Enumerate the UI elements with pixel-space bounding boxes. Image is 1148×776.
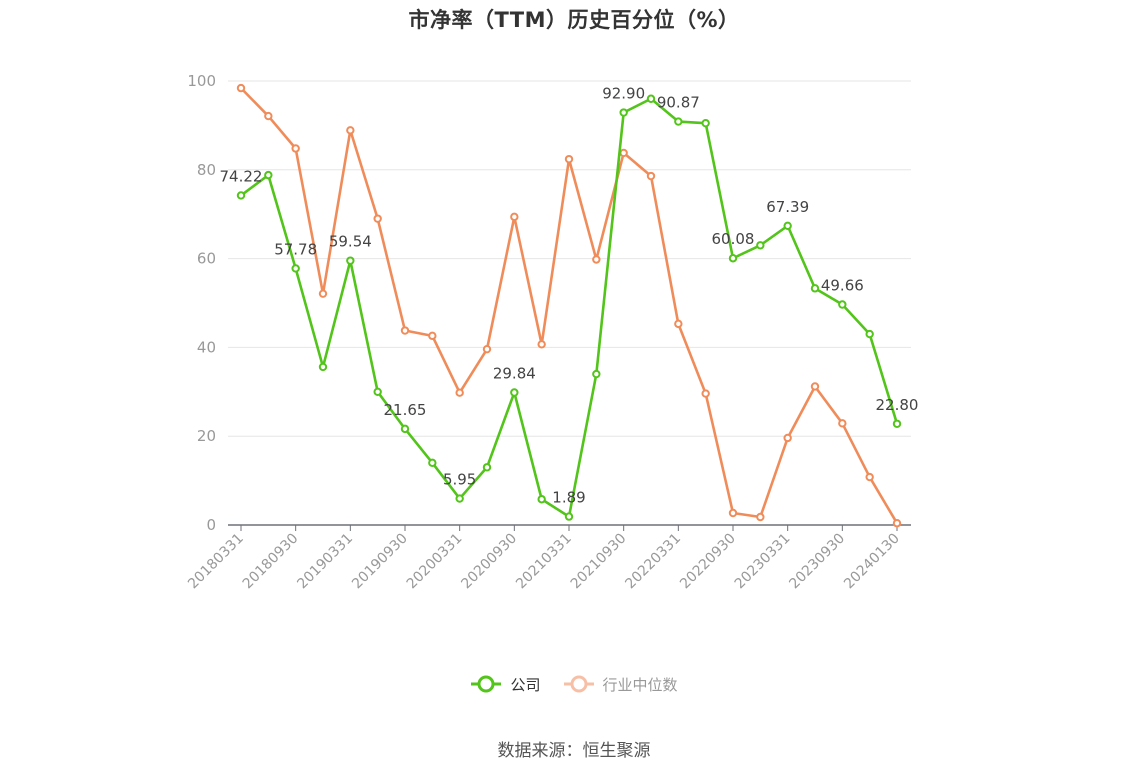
x-tick-label: 20190331 <box>294 531 356 593</box>
series-group <box>236 83 902 528</box>
data-label: 57.78 <box>274 240 317 258</box>
data-point <box>838 300 847 309</box>
data-point <box>756 241 765 250</box>
data-point <box>674 117 683 126</box>
x-tick-label: 20220930 <box>677 531 739 593</box>
data-point <box>428 331 437 341</box>
data-point <box>318 289 328 298</box>
data-point <box>373 387 382 396</box>
y-tick-label: 100 <box>187 72 216 90</box>
legend-item-industry[interactable]: 行业中位数 <box>563 672 678 696</box>
data-label: 90.87 <box>657 94 700 112</box>
data-label: 21.65 <box>384 401 427 419</box>
data-point <box>291 144 300 153</box>
data-point <box>373 214 382 223</box>
legend-industry-icon <box>563 675 594 693</box>
data-point <box>646 171 656 181</box>
x-tick-label: 20230930 <box>786 531 848 593</box>
x-tick-label: 20200331 <box>404 531 466 593</box>
data-point <box>865 329 874 339</box>
data-point <box>318 362 328 372</box>
data-point <box>236 83 246 93</box>
data-point <box>264 111 273 121</box>
legend-company-label: 公司 <box>510 675 541 694</box>
y-axis-labels: 0 20 40 60 80 100 <box>187 72 216 534</box>
x-tick-label: 20200930 <box>458 531 520 593</box>
data-point <box>756 512 765 522</box>
x-tick-label: 20210930 <box>568 531 630 593</box>
legend-industry-label: 行业中位数 <box>602 675 678 694</box>
data-point <box>564 154 574 164</box>
data-point <box>892 419 902 428</box>
data-point <box>510 212 519 222</box>
data-labels: 74.22 57.78 59.54 21.65 5.95 29.84 1.89 92.90 90… <box>220 85 919 507</box>
data-label: 67.39 <box>766 198 809 216</box>
x-tick-label: 20240130 <box>841 531 903 593</box>
data-point <box>728 508 738 518</box>
line-chart: 0 20 40 60 80 100 201803312018093020190331201… <box>185 72 919 592</box>
data-point <box>346 126 355 135</box>
data-point <box>810 382 820 391</box>
data-point <box>428 458 437 468</box>
data-label: 60.08 <box>712 230 755 248</box>
data-point <box>892 519 902 528</box>
data-point <box>510 388 519 397</box>
data-point <box>400 326 410 335</box>
data-point <box>810 284 820 293</box>
data-point <box>592 369 601 379</box>
data-point <box>646 94 656 103</box>
y-tick-label: 0 <box>206 516 216 534</box>
data-label: 22.80 <box>876 396 919 414</box>
grid-lines <box>228 80 911 437</box>
data-source: 数据来源：恒生聚源 <box>497 741 651 761</box>
data-point <box>455 494 464 503</box>
data-point <box>619 148 628 158</box>
data-point <box>783 221 792 230</box>
data-label: 49.66 <box>821 277 864 295</box>
data-point <box>564 512 574 521</box>
legend: 公司 行业中位数 <box>0 672 1148 696</box>
data-point <box>838 419 847 428</box>
legend-item-company[interactable]: 公司 <box>470 672 541 696</box>
data-point <box>701 118 710 128</box>
x-tick-label: 20220331 <box>622 531 684 593</box>
data-point <box>592 255 601 264</box>
x-tick-label: 20180331 <box>185 531 247 593</box>
data-point <box>400 424 410 434</box>
data-point <box>728 254 738 263</box>
data-point <box>236 191 246 200</box>
data-label: 92.90 <box>602 85 645 103</box>
y-tick-label: 80 <box>197 161 216 179</box>
x-tick-label: 20210331 <box>513 531 575 593</box>
data-point <box>537 340 546 349</box>
data-label: 74.22 <box>220 167 263 185</box>
data-point <box>264 170 273 180</box>
y-tick-label: 20 <box>197 427 216 445</box>
x-tick-label: 20190930 <box>349 531 411 593</box>
data-point <box>291 264 300 273</box>
data-point <box>537 495 546 504</box>
y-tick-label: 60 <box>197 250 216 268</box>
data-label: 1.89 <box>552 489 585 507</box>
data-point <box>482 463 492 472</box>
data-point <box>783 433 792 443</box>
data-label: 59.54 <box>329 233 372 251</box>
data-point <box>619 108 628 117</box>
x-axis-labels: 2018033120180930201903312019093020200331… <box>185 525 903 592</box>
data-point <box>482 344 492 354</box>
legend-company-icon <box>471 675 502 693</box>
data-label: 29.84 <box>493 365 536 383</box>
data-point <box>865 472 874 482</box>
x-tick-label: 20230331 <box>732 531 794 593</box>
chart-title: 市净率（TTM）历史百分位（%） <box>408 8 740 32</box>
data-label: 5.95 <box>443 471 476 489</box>
data-point <box>346 256 355 265</box>
x-tick-label: 20180930 <box>240 531 302 593</box>
data-point <box>701 389 710 398</box>
y-tick-label: 40 <box>197 338 216 356</box>
data-point <box>674 319 683 329</box>
data-point <box>455 388 464 397</box>
